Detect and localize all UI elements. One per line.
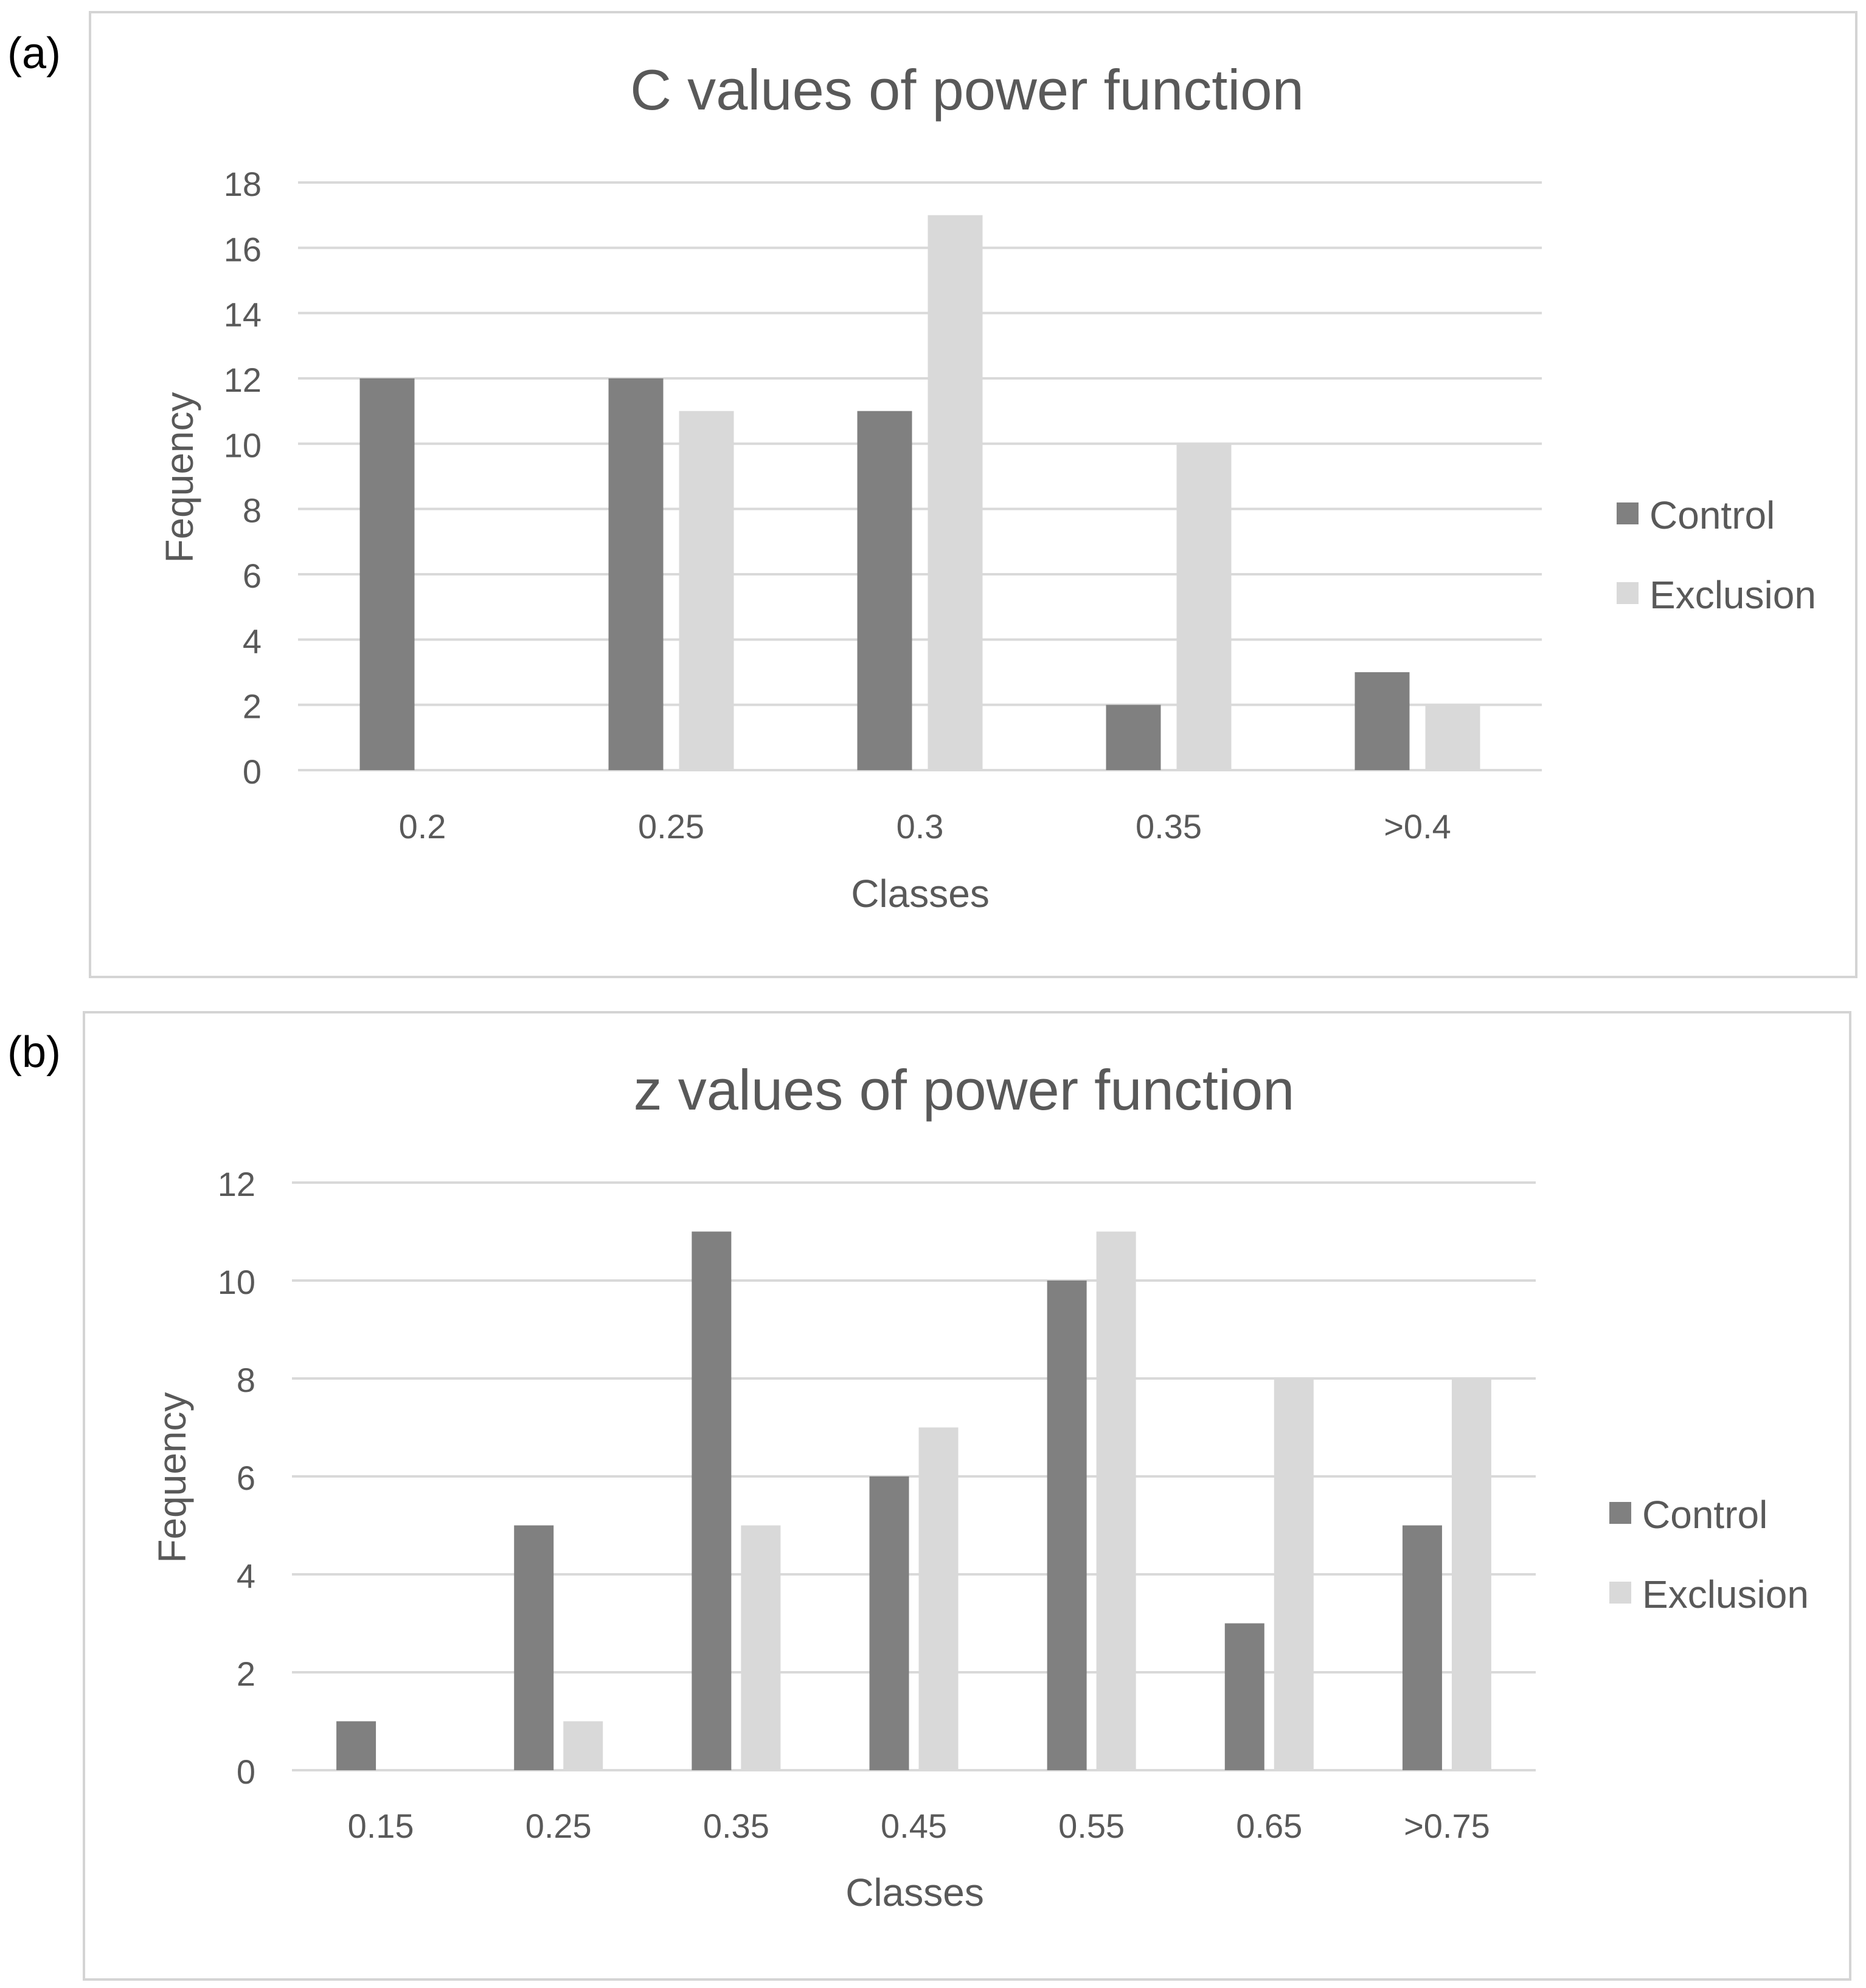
chart-a-bar-exclusion-4 <box>1425 704 1480 770</box>
chart-b-y-tick-label: 6 <box>237 1459 255 1497</box>
chart-a-bar-control-4 <box>1354 672 1410 770</box>
chart-b-y-tick-label: 2 <box>237 1655 255 1693</box>
chart-a-y-tick-label: 4 <box>243 622 262 660</box>
chart-a-x-tick-label: 0.3 <box>897 807 944 846</box>
chart-b-bar-exclusion-3 <box>918 1427 959 1770</box>
chart-a-legend-label-control: Control <box>1649 493 1775 537</box>
chart-b-y-axis-label: Fequency <box>150 1392 194 1563</box>
chart-b-bar-control-6 <box>1402 1525 1442 1770</box>
chart-a-y-tick-label: 16 <box>224 230 262 268</box>
chart-a: (a) C values of power function 0 2 4 6 8 10 12… <box>7 11 1857 978</box>
chart-a-y-tick-label: 6 <box>243 557 262 595</box>
chart-a-y-tick-labels: 0 2 4 6 8 10 12 14 16 18 <box>224 165 262 791</box>
chart-b-y-tick-label: 10 <box>218 1263 255 1301</box>
chart-b-legend-label-exclusion: Exclusion <box>1642 1573 1809 1616</box>
chart-b-x-tick-label: 0.25 <box>525 1807 592 1845</box>
chart-b: (b) z values of power function 0 2 4 6 8 10 12… <box>7 1011 1851 1981</box>
chart-a-y-tick-label: 8 <box>243 492 262 530</box>
chart-a-bar-control-2 <box>857 411 912 770</box>
chart-a-bar-exclusion-2 <box>928 215 983 771</box>
chart-a-title: C values of power function <box>630 58 1304 122</box>
chart-b-bar-control-2 <box>692 1231 732 1770</box>
chart-b-y-tick-label: 0 <box>237 1753 255 1791</box>
chart-a-y-tick-label: 10 <box>224 426 262 464</box>
chart-a-bar-exclusion-1 <box>679 411 734 770</box>
chart-a-grid <box>298 181 1542 771</box>
chart-a-y-tick-label: 12 <box>224 361 262 399</box>
chart-b-grid <box>292 1181 1536 1771</box>
chart-b-x-tick-label: 0.35 <box>703 1807 769 1845</box>
chart-b-legend: Control Exclusion <box>1609 1493 1809 1616</box>
chart-b-bar-exclusion-5 <box>1274 1378 1314 1770</box>
chart-a-x-tick-label: 0.25 <box>638 807 704 846</box>
chart-b-legend-swatch-control <box>1609 1502 1631 1524</box>
chart-a-legend: Control Exclusion <box>1617 493 1816 617</box>
chart-a-x-axis-label: Classes <box>851 872 990 916</box>
chart-b-title: z values of power function <box>634 1058 1295 1122</box>
chart-b-bar-exclusion-2 <box>741 1525 781 1770</box>
chart-b-bar-control-0 <box>336 1721 376 1770</box>
chart-a-y-tick-label: 0 <box>243 752 262 791</box>
chart-a-bars <box>359 215 1480 771</box>
chart-b-bar-exclusion-1 <box>563 1721 603 1770</box>
chart-a-x-tick-label: 0.2 <box>399 807 446 846</box>
chart-a-bar-control-1 <box>608 378 664 770</box>
chart-a-bar-control-0 <box>359 378 415 770</box>
chart-b-y-tick-labels: 0 2 4 6 8 10 12 <box>218 1165 255 1791</box>
chart-a-legend-swatch-control <box>1617 502 1639 524</box>
chart-a-bar-exclusion-3 <box>1176 443 1232 770</box>
chart-a-panel-label: (a) <box>7 29 61 78</box>
chart-b-y-tick-label: 12 <box>218 1165 255 1203</box>
chart-a-x-tick-label: >0.4 <box>1384 807 1451 846</box>
chart-b-bar-exclusion-6 <box>1451 1378 1491 1770</box>
chart-b-x-tick-label: 0.15 <box>348 1807 414 1845</box>
chart-b-x-tick-labels: 0.15 0.25 0.35 0.45 0.55 0.65 >0.75 <box>348 1807 1490 1845</box>
chart-a-y-tick-label: 2 <box>243 687 262 726</box>
chart-a-y-tick-label: 14 <box>224 296 262 334</box>
chart-b-bar-exclusion-4 <box>1096 1231 1136 1770</box>
chart-b-legend-label-control: Control <box>1642 1493 1767 1537</box>
chart-b-x-axis-label: Classes <box>845 1871 984 1914</box>
chart-b-x-tick-label: 0.55 <box>1058 1807 1125 1845</box>
chart-b-x-tick-label: 0.45 <box>881 1807 947 1845</box>
chart-a-y-tick-label: 18 <box>224 165 262 203</box>
chart-b-bar-control-1 <box>514 1525 554 1770</box>
chart-b-y-tick-label: 4 <box>237 1557 255 1595</box>
chart-b-x-tick-label: 0.65 <box>1236 1807 1302 1845</box>
chart-b-bar-control-3 <box>869 1476 909 1770</box>
chart-a-bar-control-3 <box>1106 704 1161 770</box>
chart-a-legend-swatch-exclusion <box>1617 582 1639 604</box>
chart-a-x-tick-label: 0.35 <box>1136 807 1202 846</box>
chart-b-bars <box>336 1231 1491 1770</box>
chart-b-frame <box>83 1011 1851 1981</box>
chart-b-bar-control-4 <box>1047 1281 1087 1770</box>
chart-a-y-axis-label: Fequency <box>158 392 201 563</box>
chart-b-legend-swatch-exclusion <box>1609 1582 1631 1604</box>
chart-b-panel-label: (b) <box>7 1028 61 1077</box>
chart-b-bar-control-5 <box>1224 1623 1264 1770</box>
chart-a-legend-label-exclusion: Exclusion <box>1649 573 1816 617</box>
chart-a-x-tick-labels: 0.2 0.25 0.3 0.35 >0.4 <box>399 807 1451 846</box>
chart-b-y-tick-label: 8 <box>237 1361 255 1399</box>
chart-b-x-tick-label: >0.75 <box>1404 1807 1490 1845</box>
